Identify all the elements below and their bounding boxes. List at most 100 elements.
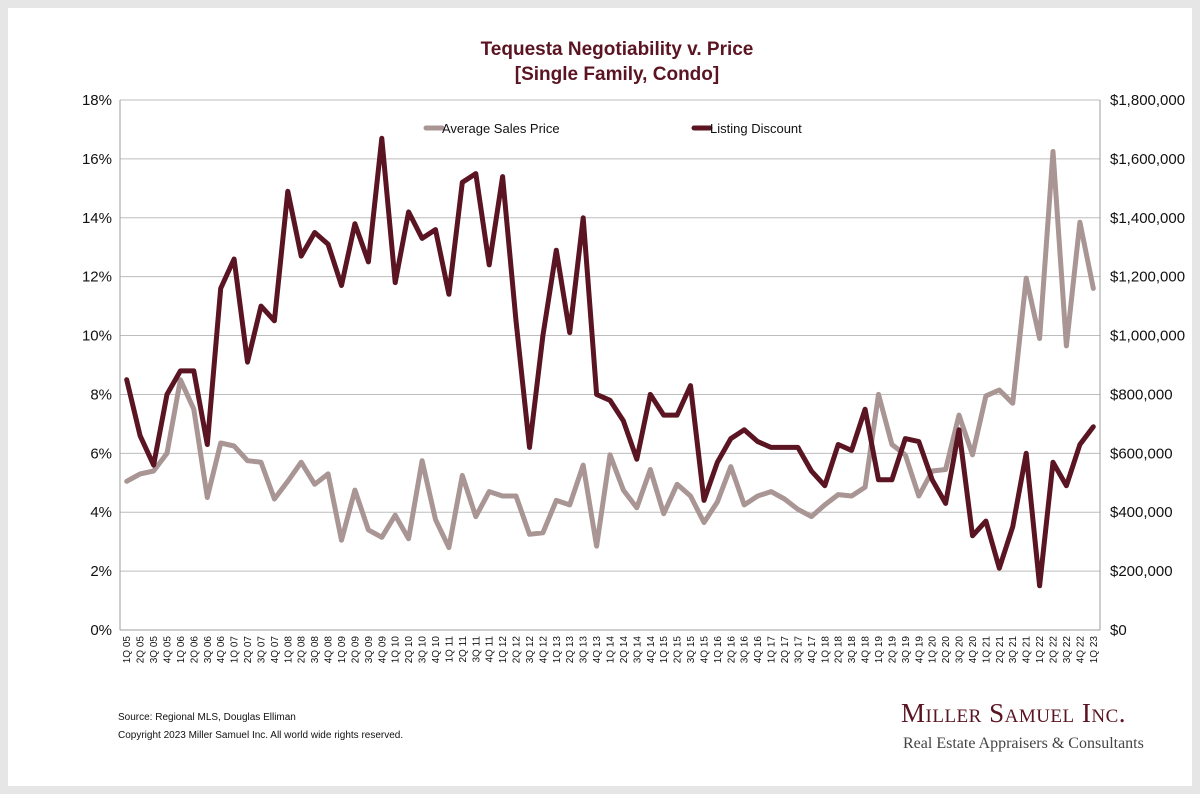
x-tick-label: 2Q 09 bbox=[350, 636, 361, 664]
y-tick-label: 4% bbox=[90, 504, 112, 521]
x-tick-label: 3Q 16 bbox=[740, 636, 751, 664]
x-tick-label: 4Q 06 bbox=[216, 636, 227, 664]
x-tick-label: 2Q 05 bbox=[136, 636, 147, 664]
x-tick-label: 4Q 16 bbox=[753, 636, 764, 664]
x-tick-label: 4Q 05 bbox=[162, 636, 173, 664]
x-tick-label: 4Q 21 bbox=[1022, 636, 1033, 664]
x-tick-label: 2Q 16 bbox=[726, 636, 737, 664]
x-tick-label: 4Q 14 bbox=[646, 636, 657, 664]
x-tick-label: 1Q 14 bbox=[606, 636, 617, 664]
x-tick-label: 1Q 09 bbox=[337, 636, 348, 664]
x-tick-label: 2Q 11 bbox=[458, 636, 469, 663]
x-tick-label: 3Q 06 bbox=[203, 636, 214, 664]
x-tick-label: 3Q 15 bbox=[686, 636, 697, 664]
legend-label-0: Average Sales Price bbox=[442, 121, 560, 136]
x-tick-label: 1Q 13 bbox=[552, 636, 563, 664]
brand-logo-name: Miller Samuel Inc. bbox=[901, 698, 1127, 728]
y-tick-label: 0% bbox=[90, 622, 112, 639]
x-tick-label: 1Q 19 bbox=[874, 636, 885, 664]
y2-tick-label: $200,000 bbox=[1110, 563, 1173, 580]
source-note: Source: Regional MLS, Douglas Elliman bbox=[118, 712, 296, 723]
y-tick-label: 14% bbox=[82, 210, 112, 227]
x-tick-label: 4Q 15 bbox=[699, 636, 710, 664]
x-tick-label: 2Q 18 bbox=[834, 636, 845, 664]
right-axis-ticks: $0 $200,000 $400,000 $600,000 $800,000 $1,000… bbox=[1110, 92, 1185, 639]
x-tick-label: 1Q 16 bbox=[713, 636, 724, 664]
x-tick-label: 2Q 10 bbox=[404, 636, 415, 664]
series-lines bbox=[124, 135, 1096, 589]
x-tick-label: 1Q 12 bbox=[498, 636, 509, 664]
y-tick-label: 16% bbox=[82, 151, 112, 168]
y2-tick-label: $800,000 bbox=[1110, 386, 1173, 403]
y-tick-label: 12% bbox=[82, 269, 112, 286]
x-tick-label: 1Q 23 bbox=[1089, 636, 1100, 664]
x-tick-label: 2Q 07 bbox=[243, 636, 254, 664]
x-tick-label: 4Q 17 bbox=[807, 636, 818, 664]
x-tick-label: 1Q 17 bbox=[767, 636, 778, 664]
x-tick-label: 1Q 15 bbox=[659, 636, 670, 664]
x-tick-label: 1Q 21 bbox=[981, 636, 992, 664]
chart-frame: Tequesta Negotiability v. Price [Single … bbox=[8, 8, 1192, 786]
x-tick-label: 2Q 12 bbox=[512, 636, 523, 664]
x-tick-label: 1Q 22 bbox=[1035, 636, 1046, 664]
x-tick-label: 3Q 07 bbox=[256, 636, 267, 664]
x-tick-label: 4Q 12 bbox=[538, 636, 549, 664]
x-tick-label: 1Q 07 bbox=[230, 636, 241, 664]
x-tick-label: 3Q 19 bbox=[901, 636, 912, 664]
x-tick-label: 4Q 07 bbox=[270, 636, 281, 664]
x-tick-label: 3Q 21 bbox=[1008, 636, 1019, 664]
x-axis-ticks: 1Q 05 2Q 05 3Q 05 4Q 05 1Q 06 2Q 06 3Q 06 4Q 06… bbox=[122, 636, 1100, 664]
x-tick-label: 2Q 21 bbox=[995, 636, 1006, 664]
x-tick-label: 3Q 17 bbox=[793, 636, 804, 664]
x-tick-label: 1Q 20 bbox=[928, 636, 939, 664]
chart-subtitle: [Single Family, Condo] bbox=[515, 64, 719, 85]
y-tick-label: 10% bbox=[82, 328, 112, 345]
x-tick-label: 3Q 10 bbox=[418, 636, 429, 664]
brand-tagline: Real Estate Appraisers & Consultants bbox=[903, 735, 1144, 752]
legend-label-1: Listing Discount bbox=[710, 121, 802, 136]
y2-tick-label: $400,000 bbox=[1110, 504, 1173, 521]
x-tick-label: 1Q 11 bbox=[444, 636, 455, 663]
y2-tick-label: $1,000,000 bbox=[1110, 328, 1185, 345]
x-tick-label: 3Q 13 bbox=[579, 636, 590, 664]
x-tick-label: 3Q 20 bbox=[955, 636, 966, 664]
x-tick-label: 2Q 13 bbox=[565, 636, 576, 664]
y2-tick-label: $600,000 bbox=[1110, 445, 1173, 462]
y-tick-label: 6% bbox=[90, 445, 112, 462]
x-tick-label: 4Q 18 bbox=[861, 636, 872, 664]
x-tick-label: 4Q 11 bbox=[485, 636, 496, 663]
x-tick-label: 2Q 20 bbox=[941, 636, 952, 664]
x-tick-label: 4Q 19 bbox=[914, 636, 925, 664]
y-tick-label: 18% bbox=[82, 92, 112, 109]
legend: Average Sales Price Listing Discount bbox=[423, 121, 802, 136]
x-tick-label: 1Q 08 bbox=[283, 636, 294, 664]
x-tick-label: 2Q 15 bbox=[673, 636, 684, 664]
copyright-note: Copyright 2023 Miller Samuel Inc. All wo… bbox=[118, 730, 404, 741]
grid-lines bbox=[120, 99, 1100, 572]
x-tick-label: 3Q 14 bbox=[632, 636, 643, 664]
y2-tick-label: $1,800,000 bbox=[1110, 92, 1185, 109]
series-line-1 bbox=[124, 135, 1096, 589]
x-tick-label: 3Q 09 bbox=[364, 636, 375, 664]
x-tick-label: 3Q 22 bbox=[1062, 636, 1073, 664]
x-tick-label: 1Q 18 bbox=[820, 636, 831, 664]
x-tick-label: 3Q 08 bbox=[310, 636, 321, 664]
x-tick-label: 2Q 14 bbox=[619, 636, 630, 664]
y2-tick-label: $0 bbox=[1110, 622, 1127, 639]
x-tick-label: 2Q 22 bbox=[1049, 636, 1060, 664]
x-tick-label: 2Q 19 bbox=[887, 636, 898, 664]
y-tick-label: 8% bbox=[90, 386, 112, 403]
x-tick-label: 2Q 08 bbox=[297, 636, 308, 664]
y2-tick-label: $1,200,000 bbox=[1110, 269, 1185, 286]
series-line-0 bbox=[124, 149, 1096, 551]
chart-svg: Tequesta Negotiability v. Price [Single … bbox=[82, 39, 1185, 664]
x-tick-label: 2Q 06 bbox=[189, 636, 200, 664]
x-tick-label: 1Q 05 bbox=[122, 636, 133, 664]
x-tick-label: 1Q 06 bbox=[176, 636, 187, 664]
x-tick-label: 3Q 05 bbox=[149, 636, 160, 664]
chart-title: Tequesta Negotiability v. Price bbox=[481, 39, 754, 60]
y-tick-label: 2% bbox=[90, 563, 112, 580]
x-tick-label: 4Q 13 bbox=[592, 636, 603, 664]
x-tick-label: 4Q 09 bbox=[377, 636, 388, 664]
x-tick-label: 3Q 12 bbox=[525, 636, 536, 664]
